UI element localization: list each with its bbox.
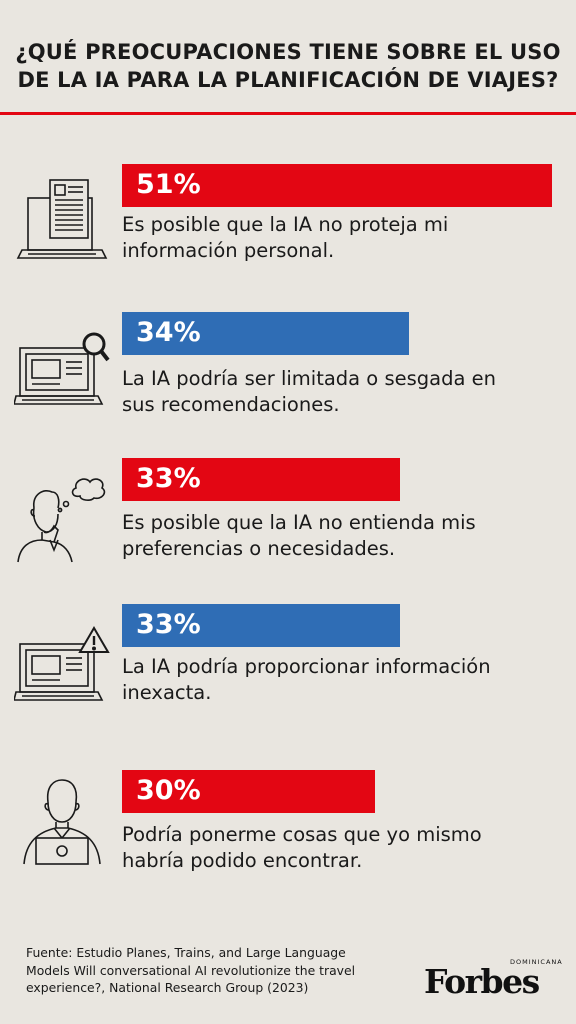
bar-value-label: 51% xyxy=(136,169,201,200)
bar-30: 30% xyxy=(122,770,375,813)
bar-33-b: 33% xyxy=(122,604,400,647)
desc-line: sus recomendaciones. xyxy=(122,393,340,416)
forbes-logo: DOMINICANA Forbes xyxy=(424,958,562,1008)
document-computer-icon xyxy=(14,170,110,266)
desc-line: La IA podría proporcionar información xyxy=(122,655,491,678)
concern-description: Es posible que la IA no entienda mis pre… xyxy=(122,510,562,562)
desc-line: preferencias o necesidades. xyxy=(122,537,396,560)
desc-line: Podría ponerme cosas que yo mismo xyxy=(122,823,482,846)
bar-value-label: 34% xyxy=(136,317,201,348)
bar-33-a: 33% xyxy=(122,458,400,501)
desc-line: inexacta. xyxy=(122,681,212,704)
logo-subtitle: DOMINICANA xyxy=(510,958,563,966)
thinking-person-icon xyxy=(14,470,110,566)
desc-line: Es posible que la IA no proteja mi xyxy=(122,213,449,236)
bar-value-label: 33% xyxy=(136,609,201,640)
title-line-2: DE LA IA PARA LA PLANIFICACIÓN DE VIAJES… xyxy=(17,68,559,92)
computer-warning-icon xyxy=(12,620,110,716)
bar-value-label: 30% xyxy=(136,775,201,806)
bar-51: 51% xyxy=(122,164,552,207)
desc-line: información personal. xyxy=(122,239,335,262)
person-laptop-icon xyxy=(14,772,110,868)
desc-line: Es posible que la IA no entienda mis xyxy=(122,511,476,534)
computer-search-icon xyxy=(12,322,110,418)
page-title: ¿QUÉ PREOCUPACIONES TIENE SOBRE EL USO D… xyxy=(0,38,576,94)
source-note: Fuente: Estudio Planes, Trains, and Larg… xyxy=(26,944,406,997)
bar-34: 34% xyxy=(122,312,409,355)
concern-description: Podría ponerme cosas que yo mismo habría… xyxy=(122,822,562,874)
concern-description: Es posible que la IA no proteja mi infor… xyxy=(122,212,562,264)
desc-line: habría podido encontrar. xyxy=(122,849,363,872)
bar-value-label: 33% xyxy=(136,463,201,494)
concern-description: La IA podría ser limitada o sesgada en s… xyxy=(122,366,562,418)
title-divider xyxy=(0,112,576,115)
logo-wordmark: Forbes xyxy=(424,962,540,1001)
title-line-1: ¿QUÉ PREOCUPACIONES TIENE SOBRE EL USO xyxy=(15,40,561,64)
desc-line: La IA podría ser limitada o sesgada en xyxy=(122,367,496,390)
source-line: Models Will conversational AI revolution… xyxy=(26,962,356,978)
source-line: Fuente: Estudio Planes, Trains, and Larg… xyxy=(26,945,346,960)
source-line: experience?, National Research Group (20… xyxy=(26,980,309,995)
concern-description: La IA podría proporcionar información in… xyxy=(122,654,562,706)
